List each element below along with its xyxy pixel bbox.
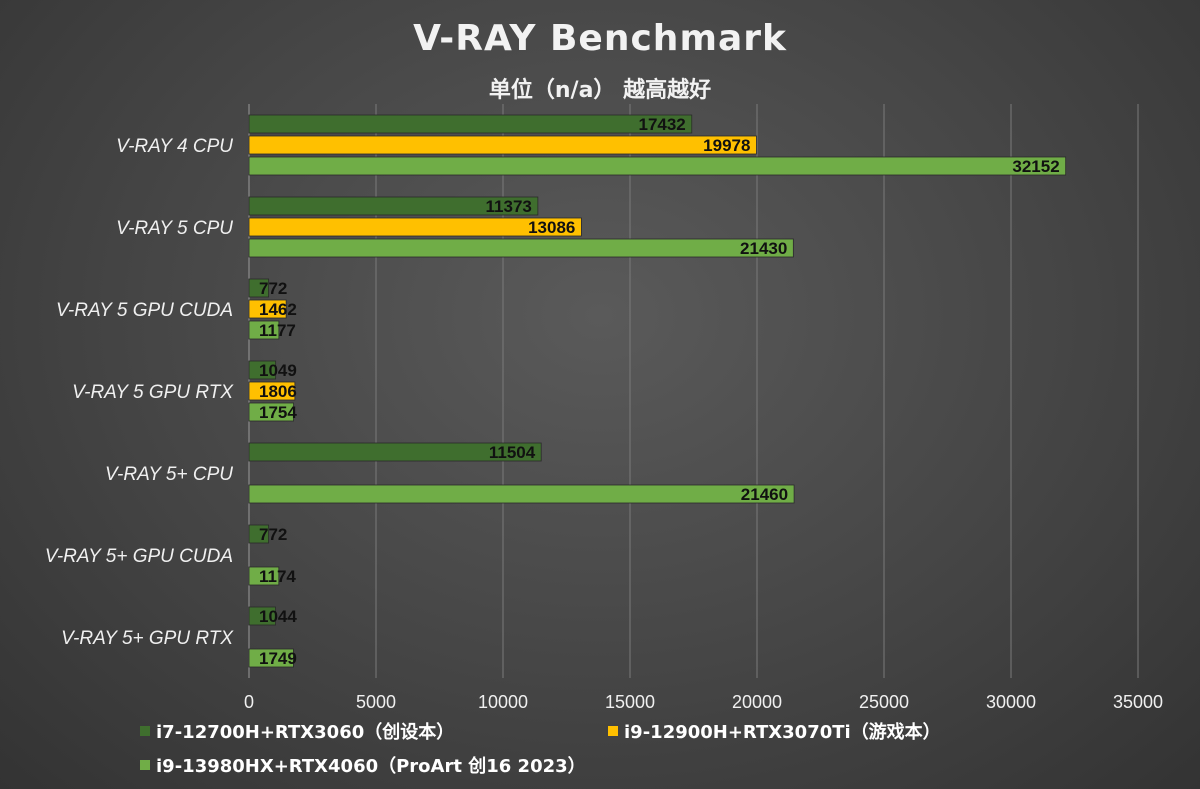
bar-s3-c3 — [248, 402, 294, 422]
legend-item-series-1: i7-12700H+RTX3060（创设本） — [140, 718, 454, 744]
data-label-s1-c1: 11373 — [486, 197, 532, 216]
bar-s1-c6 — [248, 606, 276, 626]
category-label-5: V-RAY 5+ GPU CUDA — [45, 546, 233, 567]
data-label-s3-c5: 1174 — [259, 567, 296, 586]
legend-swatch-series-2 — [608, 726, 618, 736]
bar-s3-c1 — [248, 238, 794, 258]
bar-s3-c4 — [248, 484, 795, 504]
bar-s1-c0 — [248, 114, 693, 134]
legend-swatch-series-1 — [140, 726, 150, 736]
data-label-s3-c2: 1177 — [259, 321, 296, 340]
legend-label-series-1: i7-12700H+RTX3060（创设本） — [156, 722, 455, 743]
bar-s2-c0 — [248, 135, 757, 155]
data-label-s3-c1: 21430 — [740, 239, 787, 258]
data-label-s3-c0: 32152 — [1012, 157, 1059, 176]
legend-label-series-3: i9-13980HX+RTX4060（ProArt 创16 2023） — [156, 756, 586, 777]
bar-s1-c1 — [248, 196, 539, 216]
category-label-6: V-RAY 5+ GPU RTX — [61, 628, 234, 649]
data-label-s2-c0: 19978 — [703, 136, 750, 155]
category-label-0: V-RAY 4 CPU — [116, 136, 233, 157]
bar-s3-c5 — [248, 566, 280, 586]
data-label-s1-c6: 1044 — [259, 607, 297, 626]
category-label-1: V-RAY 5 CPU — [116, 218, 233, 239]
x-tick-label-4: 20000 — [732, 692, 782, 712]
data-label-s1-c5: 772 — [259, 525, 287, 544]
data-label-s1-c4: 11504 — [489, 443, 536, 462]
x-tick-label-3: 15000 — [605, 692, 655, 712]
bar-s3-c6 — [248, 648, 294, 668]
category-label-4: V-RAY 5+ CPU — [105, 464, 233, 485]
data-label-s1-c3: 1049 — [259, 361, 297, 380]
bar-s1-c3 — [248, 360, 277, 380]
x-tick-label-1: 5000 — [356, 692, 396, 712]
chart-title: V-RAY Benchmark — [413, 18, 787, 59]
x-tick-label-0: 0 — [244, 692, 254, 712]
bar-s2-c3 — [248, 381, 296, 401]
legend-item-series-3: i9-13980HX+RTX4060（ProArt 创16 2023） — [140, 752, 586, 778]
data-label-s1-c0: 17432 — [638, 115, 685, 134]
data-label-s3-c6: 1749 — [259, 649, 297, 668]
bar-s1-c5 — [248, 524, 270, 544]
bar-s2-c1 — [248, 217, 582, 237]
bar-s1-c4 — [248, 442, 542, 462]
category-label-3: V-RAY 5 GPU RTX — [72, 382, 234, 403]
x-tick-label-5: 25000 — [859, 692, 909, 712]
data-label-s1-c2: 772 — [259, 279, 287, 298]
legend-swatch-series-3 — [140, 760, 150, 770]
x-tick-label-7: 35000 — [1113, 692, 1163, 712]
bar-s1-c2 — [248, 278, 270, 298]
data-label-s2-c3: 1806 — [259, 382, 297, 401]
x-tick-label-2: 10000 — [478, 692, 528, 712]
bar-s2-c2 — [248, 299, 287, 319]
data-label-s2-c1: 13086 — [528, 218, 575, 237]
bar-s3-c0 — [248, 156, 1067, 176]
x-tick-label-6: 30000 — [986, 692, 1036, 712]
data-label-s2-c2: 1462 — [259, 300, 297, 319]
legend-label-series-2: i9-12900H+RTX3070Ti（游戏本） — [624, 722, 941, 743]
category-label-2: V-RAY 5 GPU CUDA — [56, 300, 233, 321]
bar-s3-c2 — [248, 320, 280, 340]
chart-subtitle: 单位（n/a） 越高越好 — [488, 78, 712, 103]
data-label-s3-c3: 1754 — [259, 403, 297, 422]
legend-item-series-2: i9-12900H+RTX3070Ti（游戏本） — [608, 718, 941, 744]
data-label-s3-c4: 21460 — [741, 485, 788, 504]
